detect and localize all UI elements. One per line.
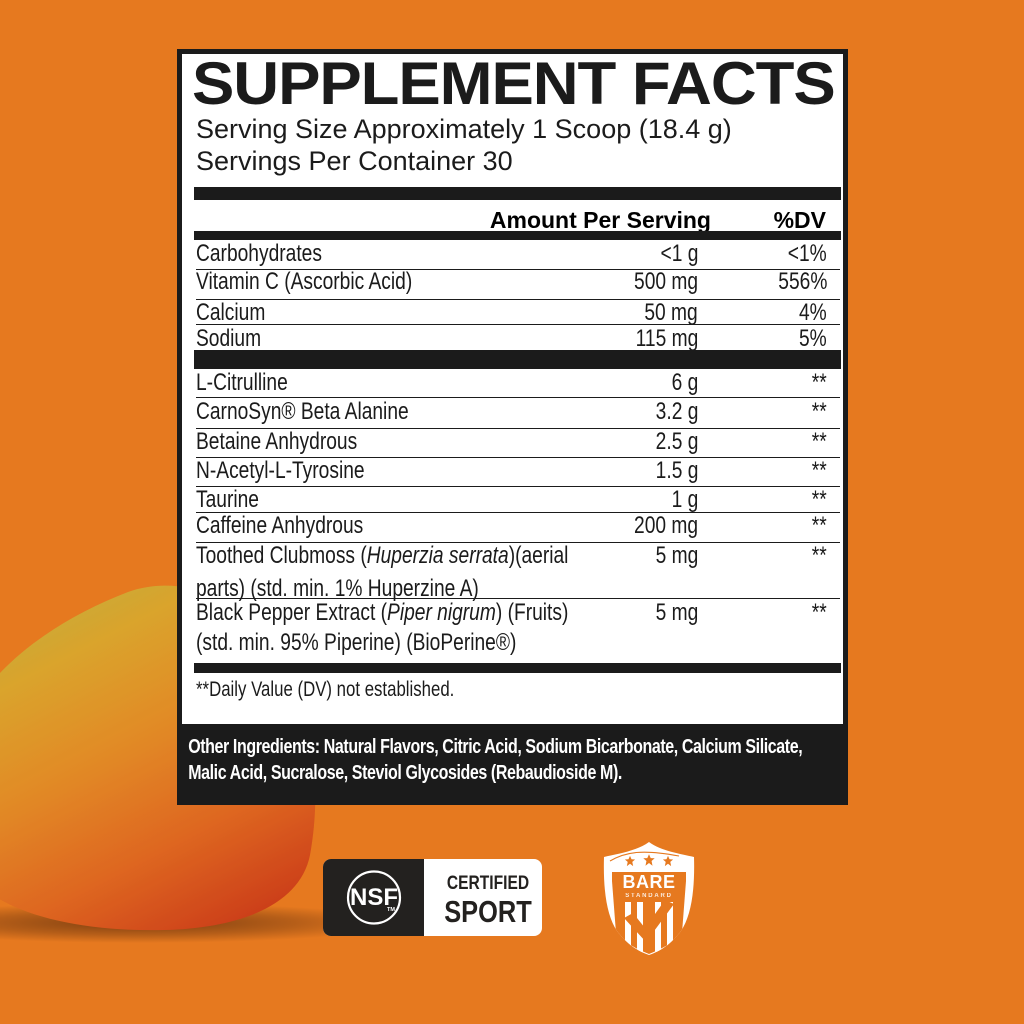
- svg-text:BARE: BARE: [622, 872, 675, 892]
- svg-text:TM: TM: [387, 907, 395, 913]
- svg-text:STANDARD: STANDARD: [625, 893, 673, 899]
- svg-text:SPORT: SPORT: [444, 895, 532, 930]
- svg-text:CERTIFIED: CERTIFIED: [447, 872, 529, 894]
